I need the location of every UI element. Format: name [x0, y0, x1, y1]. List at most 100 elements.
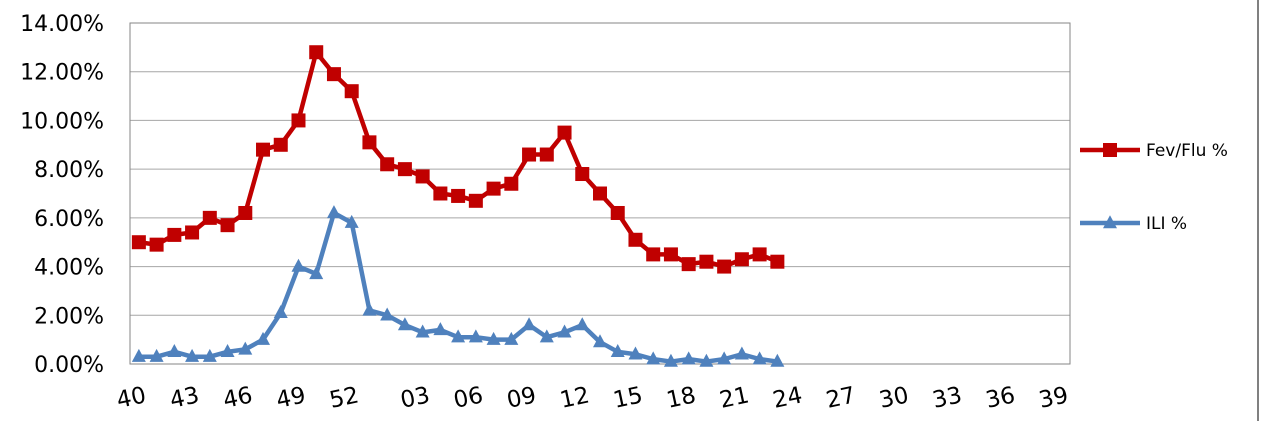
data-point — [734, 346, 749, 360]
data-point — [415, 324, 430, 338]
data-point — [238, 341, 253, 355]
data-point — [646, 247, 661, 262]
data-point — [717, 259, 732, 274]
series-line — [138, 49, 779, 269]
legend-label: Fev/Flu % — [1146, 141, 1228, 161]
x-tick-label: 09 — [505, 382, 539, 414]
data-point — [220, 344, 235, 358]
data-point — [539, 147, 554, 162]
data-point — [291, 258, 306, 272]
legend-label: ILI % — [1146, 214, 1187, 234]
data-point — [522, 147, 537, 162]
data-point — [185, 348, 200, 362]
data-point — [202, 210, 217, 225]
data-point — [380, 307, 395, 321]
series-ili — [131, 205, 785, 367]
x-tick-label: 15 — [611, 382, 645, 414]
data-point — [468, 193, 483, 208]
data-point — [344, 214, 359, 228]
data-point — [681, 257, 696, 272]
data-point — [326, 205, 341, 219]
x-tick-label: 46 — [221, 382, 255, 414]
data-point — [238, 205, 253, 220]
data-point — [752, 351, 767, 365]
data-point — [557, 125, 572, 140]
data-point — [415, 169, 430, 184]
data-point — [256, 331, 271, 345]
gridlines — [129, 22, 1071, 365]
data-point — [362, 302, 377, 316]
data-point — [149, 348, 164, 362]
data-point — [433, 322, 448, 336]
x-tick-label: 39 — [1037, 382, 1071, 414]
data-point — [663, 353, 678, 367]
data-point — [397, 162, 412, 177]
x-tick-label: 43 — [168, 382, 202, 414]
data-point — [185, 225, 200, 240]
x-tick-label: 49 — [274, 382, 308, 414]
x-tick-label: 12 — [558, 382, 592, 414]
data-point — [131, 348, 146, 362]
data-point — [291, 113, 306, 128]
x-tick-label: 18 — [664, 382, 698, 414]
x-tick-label: 24 — [771, 382, 805, 414]
data-point — [273, 137, 288, 152]
data-point — [220, 218, 235, 233]
data-point — [770, 254, 785, 269]
data-point — [326, 67, 341, 82]
data-point — [628, 232, 643, 247]
data-point — [752, 247, 767, 262]
data-point — [380, 157, 395, 172]
data-point — [344, 84, 359, 99]
x-tick-label: 40 — [114, 382, 148, 414]
y-tick-label: 0.00% — [34, 353, 104, 378]
x-tick-label: 27 — [824, 382, 858, 414]
legend: Fev/Flu % ILI % — [1080, 141, 1228, 234]
y-tick-label: 12.00% — [20, 61, 104, 86]
data-point — [309, 266, 324, 280]
x-tick-label: 30 — [877, 382, 911, 414]
legend-swatch-marker — [1103, 215, 1117, 229]
data-point — [522, 317, 537, 331]
x-tick-label: 36 — [983, 382, 1017, 414]
y-tick-label: 10.00% — [20, 109, 104, 134]
data-point — [504, 331, 519, 345]
y-tick-label: 14.00% — [20, 12, 104, 37]
data-point — [663, 247, 678, 262]
data-point — [167, 344, 182, 358]
legend-item: Fev/Flu % — [1080, 141, 1228, 161]
data-point — [770, 353, 785, 367]
data-point — [575, 167, 590, 182]
data-point — [149, 237, 164, 252]
x-tick-label: 52 — [327, 382, 361, 414]
x-axis-tick-labels: 40 43 46 49 52 03 06 09 12 15 18 21 24 27 30 33 36 39 — [114, 382, 1070, 414]
data-point — [504, 176, 519, 191]
series-fev-flu — [131, 45, 785, 274]
data-point — [646, 351, 661, 365]
data-point — [734, 252, 749, 267]
data-point — [131, 235, 146, 250]
y-tick-label: 8.00% — [34, 158, 104, 183]
y-tick-label: 2.00% — [34, 304, 104, 329]
data-point — [593, 186, 607, 201]
data-point — [273, 305, 288, 319]
data-point — [433, 186, 448, 201]
data-point — [681, 351, 696, 365]
plot-area-border — [129, 22, 1071, 365]
y-axis-tick-labels: 0.00% 2.00% 4.00% 6.00% 8.00% 10.00% 12.00% 14.… — [20, 12, 104, 378]
data-point — [717, 351, 732, 365]
y-tick-label: 4.00% — [34, 256, 104, 281]
data-point — [309, 45, 324, 60]
legend-item: ILI % — [1080, 214, 1187, 234]
y-tick-label: 6.00% — [34, 207, 104, 232]
data-point — [167, 227, 182, 242]
x-tick-label: 03 — [398, 382, 432, 414]
data-point — [699, 353, 714, 367]
data-point — [628, 346, 643, 360]
data-point — [468, 329, 483, 343]
data-point — [593, 334, 607, 348]
data-point — [451, 188, 466, 203]
data-point — [610, 205, 625, 220]
data-point — [486, 181, 501, 196]
